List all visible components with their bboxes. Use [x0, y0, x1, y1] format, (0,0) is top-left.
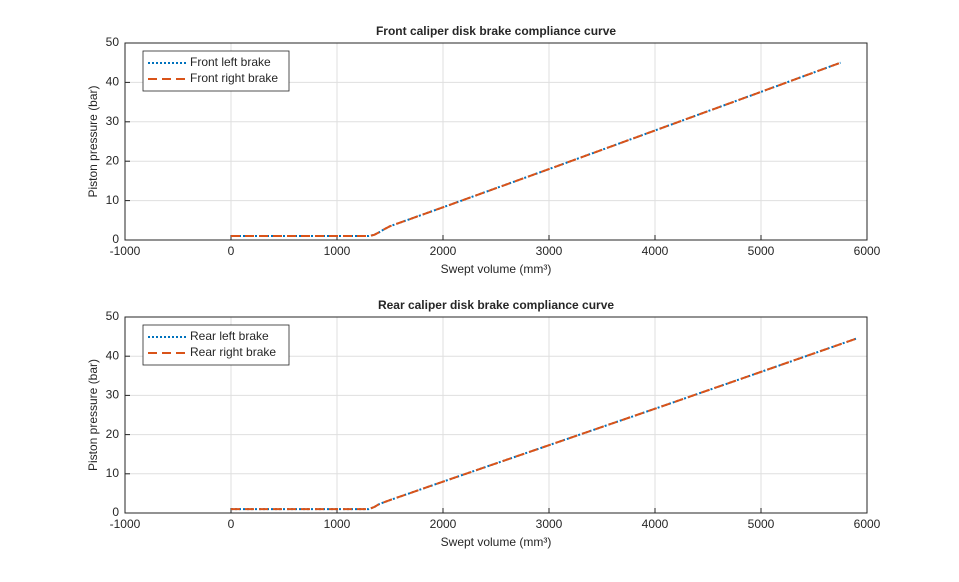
y-tick-label: 10 — [106, 193, 120, 207]
legend-box — [142, 324, 290, 366]
y-tick-label: 0 — [112, 232, 119, 246]
legend-label: Front left brake — [190, 55, 271, 69]
x-tick-label: 3000 — [536, 517, 563, 531]
x-tick-label: 6000 — [854, 517, 881, 531]
y-axis-label: Piston pressure (bar) — [86, 85, 100, 197]
data-line — [231, 61, 841, 238]
x-tick-label: 1000 — [324, 517, 351, 531]
x-tick-label: 5000 — [748, 244, 775, 258]
y-tick-label: 0 — [112, 505, 119, 519]
x-tick-label: 4000 — [642, 517, 669, 531]
x-tick-label: 1000 — [324, 244, 351, 258]
y-tick-label: 50 — [106, 35, 120, 49]
y-tick-label: 40 — [106, 75, 120, 89]
axes-box — [124, 316, 868, 514]
y-axis-label: Piston pressure (bar) — [86, 359, 100, 471]
chart-title: Front caliper disk brake compliance curv… — [376, 24, 616, 38]
y-tick-label: 50 — [106, 309, 120, 323]
y-tick-label: 30 — [106, 114, 120, 128]
y-tick-label: 10 — [106, 466, 120, 480]
data-line — [231, 337, 857, 511]
x-axis-label: Swept volume (mm³) — [441, 535, 552, 549]
legend-label: Rear right brake — [190, 345, 276, 359]
x-tick-label: 2000 — [430, 517, 457, 531]
y-tick-label: 40 — [106, 348, 120, 362]
legend-label: Front right brake — [190, 71, 278, 85]
axes: -1000 0 1000 2000 3000 4000 5000 60000102030405… — [86, 24, 880, 276]
x-axis-label: Swept volume (mm³) — [441, 262, 552, 276]
legend-label: Rear left brake — [190, 329, 269, 343]
axes: -1000 0 1000 2000 3000 4000 5000 60000102030405… — [86, 298, 880, 549]
x-tick-label: 6000 — [854, 244, 881, 258]
x-tick-label: -1000 — [110, 517, 141, 531]
x-tick-label: 3000 — [536, 244, 563, 258]
axes-box — [124, 42, 868, 241]
y-tick-label: 20 — [106, 153, 120, 167]
y-tick-label: 30 — [106, 388, 120, 402]
x-tick-label: -1000 — [110, 244, 141, 258]
x-tick-label: 5000 — [748, 517, 775, 531]
x-tick-label: 4000 — [642, 244, 669, 258]
x-tick-label: 0 — [228, 244, 235, 258]
x-tick-label: 2000 — [430, 244, 457, 258]
x-tick-label: 0 — [228, 517, 235, 531]
chart-title: Rear caliper disk brake compliance curve — [378, 298, 614, 312]
y-tick-label: 20 — [106, 427, 120, 441]
legend-box — [142, 50, 290, 92]
